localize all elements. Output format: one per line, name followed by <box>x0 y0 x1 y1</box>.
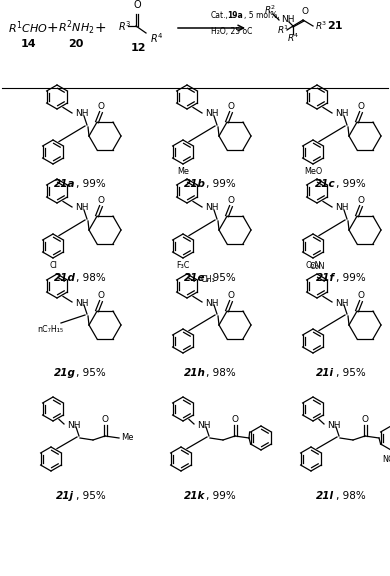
Text: Me: Me <box>177 167 189 176</box>
Text: $R^1$CHO: $R^1$CHO <box>8 20 48 36</box>
Text: NH: NH <box>197 420 211 430</box>
Text: MeO: MeO <box>304 167 322 176</box>
Text: , 95%: , 95% <box>206 273 235 283</box>
Text: F₃C: F₃C <box>176 261 190 270</box>
Text: O₂N: O₂N <box>305 261 321 270</box>
Text: , 99%: , 99% <box>335 179 365 189</box>
Text: Cat.,: Cat., <box>211 11 229 20</box>
Text: NH: NH <box>335 203 349 213</box>
Text: 21: 21 <box>327 21 342 31</box>
Text: O: O <box>133 0 141 10</box>
Text: $R^2$NH$_2$: $R^2$NH$_2$ <box>58 19 94 37</box>
Text: NH: NH <box>335 109 349 119</box>
Text: O: O <box>98 291 105 300</box>
Text: 19a: 19a <box>227 11 243 20</box>
Text: $R^4$: $R^4$ <box>287 32 299 44</box>
Text: 21e: 21e <box>184 273 206 283</box>
Text: 20: 20 <box>68 39 84 49</box>
Text: NH: NH <box>67 420 80 430</box>
Text: , 99%: , 99% <box>76 179 105 189</box>
Text: , 95%: , 95% <box>76 368 105 378</box>
Text: O: O <box>232 415 239 424</box>
Text: O: O <box>358 291 365 300</box>
Text: NH: NH <box>75 203 89 213</box>
Text: NO$_2$: NO$_2$ <box>382 453 390 465</box>
Text: $R^2$: $R^2$ <box>264 4 276 16</box>
Text: $R^1$: $R^1$ <box>277 24 289 36</box>
Text: 12: 12 <box>130 43 146 53</box>
Text: 21j: 21j <box>56 491 74 501</box>
Text: O: O <box>98 196 105 205</box>
Text: 21g: 21g <box>54 368 76 378</box>
Text: Me: Me <box>121 434 133 442</box>
Text: 21k: 21k <box>184 491 206 501</box>
Text: $R^3$: $R^3$ <box>118 19 131 33</box>
Text: , 99%: , 99% <box>206 179 235 189</box>
Text: , 99%: , 99% <box>206 491 235 501</box>
Text: 21i: 21i <box>316 368 334 378</box>
Text: O: O <box>358 102 365 111</box>
Text: , 99%: , 99% <box>335 273 365 283</box>
Text: O: O <box>227 291 234 300</box>
Text: , 98%: , 98% <box>76 273 105 283</box>
Text: O: O <box>358 196 365 205</box>
Text: NH: NH <box>327 420 340 430</box>
Text: nC₇H₁₅: nC₇H₁₅ <box>37 324 63 334</box>
Text: 21a: 21a <box>54 179 76 189</box>
Text: 21f: 21f <box>316 273 335 283</box>
Text: NH: NH <box>205 203 218 213</box>
Text: +: + <box>94 21 106 35</box>
Text: NH: NH <box>205 109 218 119</box>
Text: O: O <box>227 196 234 205</box>
Text: 21c: 21c <box>315 179 335 189</box>
Text: , 5 mol%,: , 5 mol%, <box>244 11 280 20</box>
Text: , 98%: , 98% <box>206 368 235 378</box>
Text: CH₃: CH₃ <box>200 275 215 283</box>
Text: NH: NH <box>75 298 89 308</box>
Text: O: O <box>98 102 105 111</box>
Text: NH: NH <box>75 109 89 119</box>
Text: O: O <box>362 415 369 424</box>
Text: O: O <box>227 102 234 111</box>
Text: H₂O, 25 oC: H₂O, 25 oC <box>211 27 252 36</box>
Text: 21b: 21b <box>184 179 206 189</box>
Text: NH: NH <box>205 298 218 308</box>
Text: O: O <box>301 7 308 16</box>
Text: Cl: Cl <box>49 261 57 270</box>
Text: $R^3$: $R^3$ <box>315 20 328 32</box>
Text: $R^4$: $R^4$ <box>150 31 163 45</box>
Text: 21d: 21d <box>54 273 76 283</box>
Text: , 95%: , 95% <box>76 491 105 501</box>
Text: NH: NH <box>281 16 294 25</box>
Text: , 98%: , 98% <box>335 491 365 501</box>
Text: +: + <box>46 21 58 35</box>
Text: 14: 14 <box>20 39 36 49</box>
Text: , 95%: , 95% <box>335 368 365 378</box>
Text: 21h: 21h <box>184 368 206 378</box>
Text: O: O <box>101 415 108 424</box>
Text: O₂N: O₂N <box>309 262 325 271</box>
Text: NH: NH <box>335 298 349 308</box>
Text: 21l: 21l <box>316 491 334 501</box>
